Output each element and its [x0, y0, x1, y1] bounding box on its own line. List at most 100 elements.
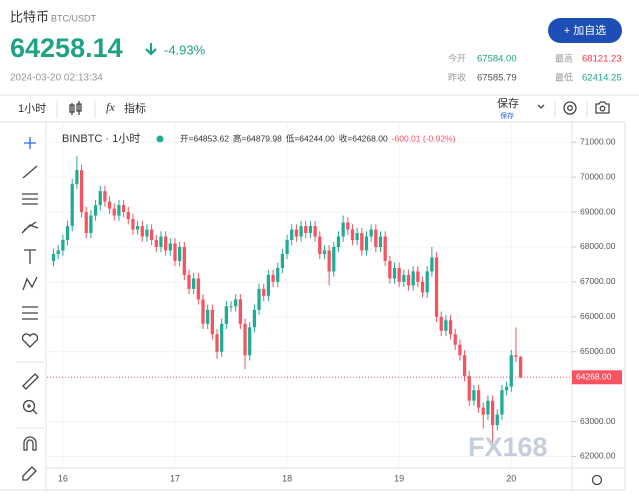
candle-body	[262, 288, 266, 296]
candle-body	[234, 299, 238, 307]
chevron[interactable]	[537, 104, 545, 109]
candle-body	[159, 236, 163, 247]
pattern-tool[interactable]	[22, 276, 38, 291]
zoom-plus	[27, 404, 38, 415]
candle-body	[103, 191, 107, 202]
y-tick-label: 69000.00	[580, 206, 616, 216]
candle-body	[476, 390, 481, 408]
candle-body	[434, 257, 439, 317]
candle-body	[238, 299, 243, 324]
candle-body	[420, 281, 425, 293]
x-tick-label: 19	[394, 473, 404, 483]
last-price-label: 64268.00	[576, 372, 612, 382]
candle-body	[131, 219, 135, 230]
candle-body	[313, 226, 317, 237]
candle-body	[341, 222, 345, 237]
candle-body	[243, 323, 247, 356]
candle-body	[304, 226, 308, 234]
legend-dot	[156, 135, 164, 143]
candle-body	[495, 414, 499, 426]
candle-body	[444, 320, 448, 331]
candle-body	[266, 274, 271, 296]
candle-body	[220, 323, 224, 352]
save[interactable]: 保存	[497, 96, 519, 110]
candle-body	[509, 355, 513, 387]
text-tool[interactable]	[24, 249, 36, 264]
candle-body	[61, 240, 65, 251]
fib-tool[interactable]	[22, 193, 38, 205]
line-tool[interactable]	[22, 165, 38, 179]
candle-body	[252, 309, 257, 328]
stat-label: 今开	[448, 52, 466, 63]
candle-body	[196, 278, 200, 300]
candle-body	[135, 226, 140, 230]
candle-body	[107, 201, 112, 209]
measure-tool[interactable]	[22, 306, 38, 320]
candle-body	[271, 274, 275, 282]
candle-body	[126, 212, 130, 220]
candle-body	[280, 253, 285, 268]
zoom-tool[interactable]	[22, 399, 36, 413]
y-tick-label: 65000.00	[580, 346, 616, 356]
candle-body	[178, 246, 182, 261]
candle-body	[182, 246, 186, 275]
legend-item: 开=64853.62	[180, 133, 229, 143]
candle-body	[121, 205, 126, 213]
candle-body	[117, 205, 121, 216]
candle-body	[439, 316, 443, 331]
y-tick-label: 71000.00	[580, 137, 616, 147]
stat-value: 67585.79	[477, 73, 517, 84]
candle-body	[276, 267, 280, 282]
last-price-box	[572, 370, 622, 385]
candle-body	[481, 407, 485, 415]
camera-icon[interactable]	[595, 101, 610, 114]
change: -4.93%	[164, 42, 206, 57]
down-arrow	[145, 43, 157, 56]
camera-lens	[599, 105, 606, 112]
candle-body	[369, 229, 373, 237]
candle-body	[187, 274, 191, 289]
candle-body	[112, 208, 116, 216]
stat-label: 昨收	[448, 71, 466, 82]
candle-body	[149, 229, 154, 241]
candle-body	[84, 212, 88, 234]
candle-body	[168, 243, 172, 251]
candle-body	[411, 271, 415, 286]
candle-body	[518, 356, 523, 378]
lock-tool[interactable]	[22, 466, 37, 481]
indicators[interactable]: 指标	[124, 101, 146, 115]
add-watchlist-button[interactable]	[548, 18, 622, 43]
fx-icon[interactable]: fx	[106, 100, 115, 114]
settings-icon[interactable]	[563, 101, 577, 115]
candle-body	[332, 246, 336, 272]
candle-icon[interactable]	[69, 101, 82, 115]
y-tick-label: 66000.00	[580, 311, 616, 321]
favorite-tool[interactable]	[21, 333, 39, 348]
y-tick-label: 63000.00	[580, 416, 616, 426]
crosshair-tool[interactable]	[24, 137, 36, 149]
candle-body	[350, 229, 355, 241]
candle-body	[294, 229, 299, 237]
candle-body	[322, 250, 327, 254]
x-tick-label: 18	[282, 473, 292, 483]
legend-symbol: BINBTC · 1小时	[62, 132, 140, 145]
watermark: FX168	[468, 432, 548, 462]
candle-body	[448, 320, 453, 335]
interval[interactable]: 1小时	[18, 102, 46, 115]
candle-body	[514, 355, 518, 357]
candle-body	[388, 260, 392, 279]
axis-settings[interactable]	[591, 474, 603, 486]
candle-body	[392, 267, 397, 279]
candle-body	[327, 250, 331, 272]
add-watchlist-label[interactable]: + 加自选	[564, 24, 606, 37]
candle-body	[299, 226, 303, 237]
candle-body	[285, 240, 289, 254]
ruler-tool[interactable]	[22, 373, 39, 390]
save-sub: 保存	[500, 111, 514, 120]
stat-label: 最低	[555, 71, 573, 82]
candle-body	[248, 327, 252, 356]
magnet-tool[interactable]	[23, 436, 37, 451]
brush-tool[interactable]	[21, 221, 39, 234]
candle-body	[336, 236, 341, 247]
